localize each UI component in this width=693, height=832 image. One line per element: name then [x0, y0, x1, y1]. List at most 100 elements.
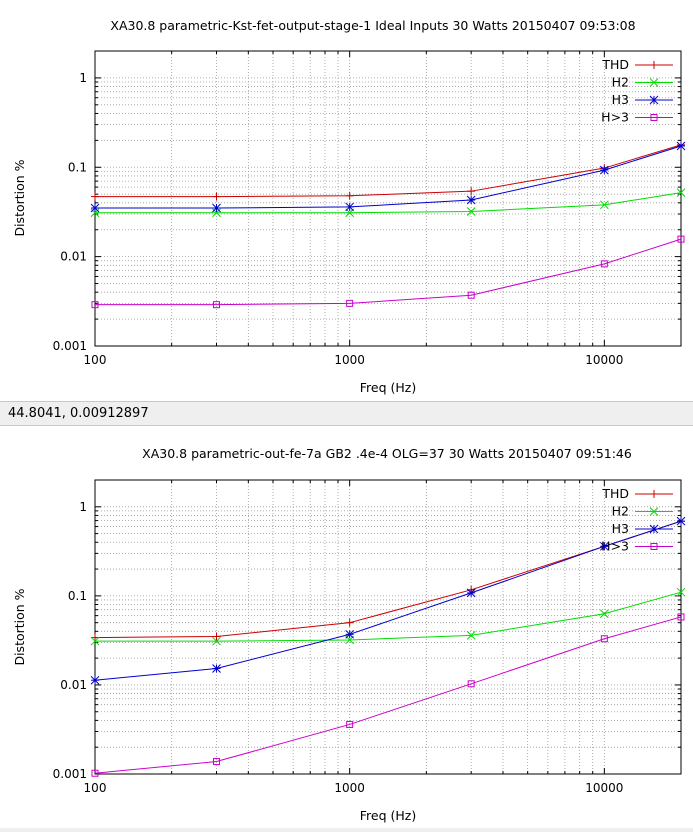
chart-2-svg: XA30.8 parametric-out-fe-7a GB2 .4e-4 OL…	[12, 446, 686, 823]
chart-1-ylabel: Distortion %	[12, 159, 27, 236]
chart-2-point	[676, 516, 686, 526]
chart-1-series-h3	[90, 141, 686, 213]
chart-1-point	[91, 192, 99, 201]
chart-1-point	[599, 200, 609, 210]
chart-1-xlabel: Freq (Hz)	[360, 380, 416, 395]
chart-1-point	[90, 203, 100, 213]
status-bar: 44.8041, 0.00912897	[0, 401, 693, 426]
chart-2-series-thd	[91, 517, 685, 642]
chart-1-legend-label: H2	[612, 75, 629, 90]
cursor-coordinates: 44.8041, 0.00912897	[8, 406, 149, 421]
chart-1-svg: XA30.8 parametric-Kst-fet-output-stage-1…	[12, 18, 686, 395]
chart-2-point	[676, 587, 686, 597]
chart-2-ytick-label: 0.1	[68, 589, 87, 603]
chart-2-series-thd-line	[94, 520, 682, 639]
chart-2-point	[599, 541, 609, 551]
chart-2-point	[212, 632, 221, 641]
chart-1-legend-marker	[649, 78, 659, 87]
chart-2-point	[90, 636, 100, 646]
chart-2-point	[466, 588, 476, 598]
chart-1-xtick-label: 10000	[585, 353, 623, 367]
chart-2-legend-marker	[649, 524, 659, 534]
chart-2-point	[90, 675, 100, 685]
chart-1-ytick-label: 0.1	[68, 160, 87, 174]
chart-2-legend-label: THD	[601, 486, 629, 501]
chart-1: XA30.8 parametric-Kst-fet-output-stage-1…	[0, 0, 693, 400]
chart-2: XA30.8 parametric-out-fe-7a GB2 .4e-4 OL…	[0, 430, 693, 830]
chart-2-legend-label: H2	[612, 504, 629, 519]
chart-1-series-thd	[91, 140, 685, 201]
chart-1-frame	[94, 50, 682, 347]
chart-1-ytick-label: 1	[79, 71, 87, 85]
chart-2-point	[212, 636, 221, 646]
chart-2-xtick-label: 100	[84, 781, 107, 795]
chart-2-series-h2-line	[95, 591, 682, 642]
chart-2-point	[599, 609, 609, 619]
chart-1-xtick-label: 1000	[334, 353, 365, 367]
chart-1-point	[677, 235, 685, 243]
chart-2-ytick-label: 1	[79, 500, 87, 514]
chart-1-series-h-3	[91, 235, 685, 309]
chart-2-grid	[95, 480, 681, 774]
chart-1-point	[467, 291, 475, 299]
chart-2-point	[467, 680, 475, 688]
chart-1-point	[599, 165, 609, 175]
chart-2-series-h3-line	[94, 520, 682, 681]
chart-1-series-thd-line	[95, 144, 682, 198]
chart-1-point	[345, 202, 355, 212]
chart-1-grid	[95, 51, 681, 346]
chart-1-series-h3-line	[95, 145, 682, 209]
chart-1-series-h2	[90, 188, 686, 218]
chart-1-point	[213, 301, 221, 309]
chart-1-ytick-label: 0.001	[53, 339, 87, 353]
chart-2-point	[346, 720, 354, 728]
chart-2-ytick-label: 0.001	[53, 767, 87, 781]
chart-2-title: XA30.8 parametric-out-fe-7a GB2 .4e-4 OL…	[142, 446, 632, 461]
chart-1-legend-label: H>3	[601, 110, 629, 125]
chart-2-point	[345, 618, 354, 627]
chart-1-point	[466, 207, 476, 216]
chart-1-point	[212, 203, 221, 213]
chart-1-xtick-label: 100	[84, 353, 107, 367]
chart-1-point	[91, 301, 99, 309]
chart-2-ylabel: Distortion %	[12, 588, 27, 665]
chart-1-point	[676, 141, 686, 151]
chart-2-frame	[94, 479, 682, 775]
chart-2-legend-marker	[650, 543, 658, 550]
chart-1-point	[467, 187, 476, 196]
chart-1-legend-marker	[650, 61, 658, 69]
chart-2-point	[600, 635, 608, 643]
chart-2-xtick-label: 1000	[334, 781, 365, 795]
chart-2-ticks	[94, 479, 682, 775]
chart-1-ticks	[94, 50, 682, 347]
chart-1-series-h-3-line	[95, 238, 682, 306]
chart-1-point	[600, 260, 608, 268]
chart-2-xlabel: Freq (Hz)	[360, 808, 416, 823]
chart-1-legend-marker	[649, 95, 659, 105]
chart-2-legend-marker	[650, 490, 658, 498]
chart-2-series-h3	[90, 516, 686, 685]
chart-2-legend-marker	[649, 507, 659, 516]
chart-1-point	[345, 191, 354, 200]
chart-2-point	[91, 769, 99, 777]
chart-1-title: XA30.8 parametric-Kst-fet-output-stage-1…	[110, 18, 635, 33]
chart-2-legend-label: H3	[612, 521, 629, 536]
chart-1-legend-label: H3	[612, 92, 629, 107]
chart-2-series-h-3	[91, 613, 685, 777]
chart-2-point	[677, 613, 685, 621]
chart-2-series-h-3-line	[94, 616, 682, 774]
chart-2-point	[213, 758, 221, 766]
chart-2-xtick-label: 10000	[585, 781, 623, 795]
chart-1-point	[466, 195, 476, 205]
chart-1-legend-marker	[650, 114, 658, 121]
chart-2-ytick-label: 0.01	[60, 678, 87, 692]
chart-1-point	[346, 299, 354, 307]
chart-2-point	[212, 664, 221, 673]
chart-1-ytick-label: 0.01	[60, 250, 87, 264]
chart-1-series-h2-line	[95, 192, 682, 214]
chart-2-point	[345, 629, 355, 639]
chart-1-point	[676, 188, 686, 198]
chart-2-point	[91, 633, 99, 642]
chart-1-point	[212, 192, 221, 201]
chart-2-point	[466, 631, 476, 640]
